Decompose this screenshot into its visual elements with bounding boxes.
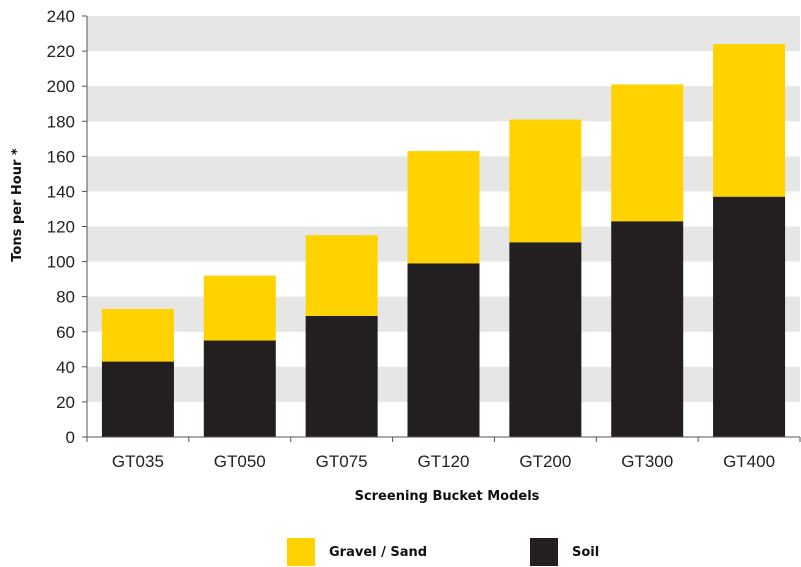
- y-tick-label: 180: [47, 112, 75, 131]
- bar-gravel-sand-gt075: [305, 235, 378, 316]
- bar-soil-gt050: [203, 340, 276, 437]
- x-tick-label: GT075: [316, 452, 368, 471]
- x-tick-label: GT035: [112, 452, 164, 471]
- x-tick-label: GT300: [621, 452, 673, 471]
- y-tick-label: 120: [47, 218, 75, 237]
- x-tick-label: GT050: [214, 452, 266, 471]
- legend-swatch-gravel-sand: [287, 538, 315, 566]
- y-axis-title: Tons per Hour *: [10, 148, 25, 262]
- bar-soil-gt300: [611, 221, 684, 437]
- grid-band: [87, 16, 800, 52]
- x-axis-title: Screening Bucket Models: [355, 489, 540, 504]
- y-tick-label: 100: [47, 253, 75, 272]
- grid-band: [87, 86, 800, 122]
- bar-soil-gt120: [407, 263, 480, 437]
- bars: [101, 44, 786, 437]
- legend: Gravel / Sand Soil: [0, 538, 801, 566]
- y-tick-label: 220: [47, 42, 75, 61]
- x-tick-labels: GT035 GT050 GT075 GT120 GT200 GT300 GT400: [86, 437, 801, 471]
- x-tick-label: GT120: [418, 452, 470, 471]
- y-tick-label: 60: [56, 323, 75, 342]
- x-tick-label: GT200: [519, 452, 571, 471]
- legend-item-soil: Soil: [530, 538, 599, 566]
- bar-soil-gt400: [713, 196, 786, 437]
- legend-label-gravel-sand: Gravel / Sand: [329, 544, 428, 560]
- bar-soil-gt200: [509, 242, 582, 437]
- y-tick-label: 240: [47, 7, 75, 26]
- y-tick-label: 20: [56, 393, 75, 412]
- bar-gravel-sand-gt120: [407, 151, 480, 264]
- y-tick-label: 200: [47, 77, 75, 96]
- legend-item-gravel-sand: Gravel / Sand: [287, 538, 427, 566]
- bar-gravel-sand-gt200: [509, 119, 582, 243]
- x-tick-label: GT400: [723, 452, 775, 471]
- y-tick-label: 40: [56, 358, 75, 377]
- y-tick-label: 0: [66, 428, 75, 447]
- y-tick-labels: 0 20 40 60 80 100 120 140 160 180 200 220 240: [47, 7, 87, 447]
- y-tick-label: 80: [56, 288, 75, 307]
- y-tick-label: 160: [47, 147, 75, 166]
- legend-label-soil: Soil: [572, 544, 600, 560]
- bar-soil-gt075: [305, 315, 378, 437]
- y-tick-label: 140: [47, 182, 75, 201]
- legend-swatch-soil: [530, 538, 558, 566]
- bar-gravel-sand-gt035: [101, 308, 174, 362]
- bar-gravel-sand-gt300: [611, 84, 684, 222]
- bar-gravel-sand-gt050: [203, 275, 276, 341]
- bar-gravel-sand-gt400: [713, 44, 786, 197]
- bar-soil-gt035: [101, 361, 174, 437]
